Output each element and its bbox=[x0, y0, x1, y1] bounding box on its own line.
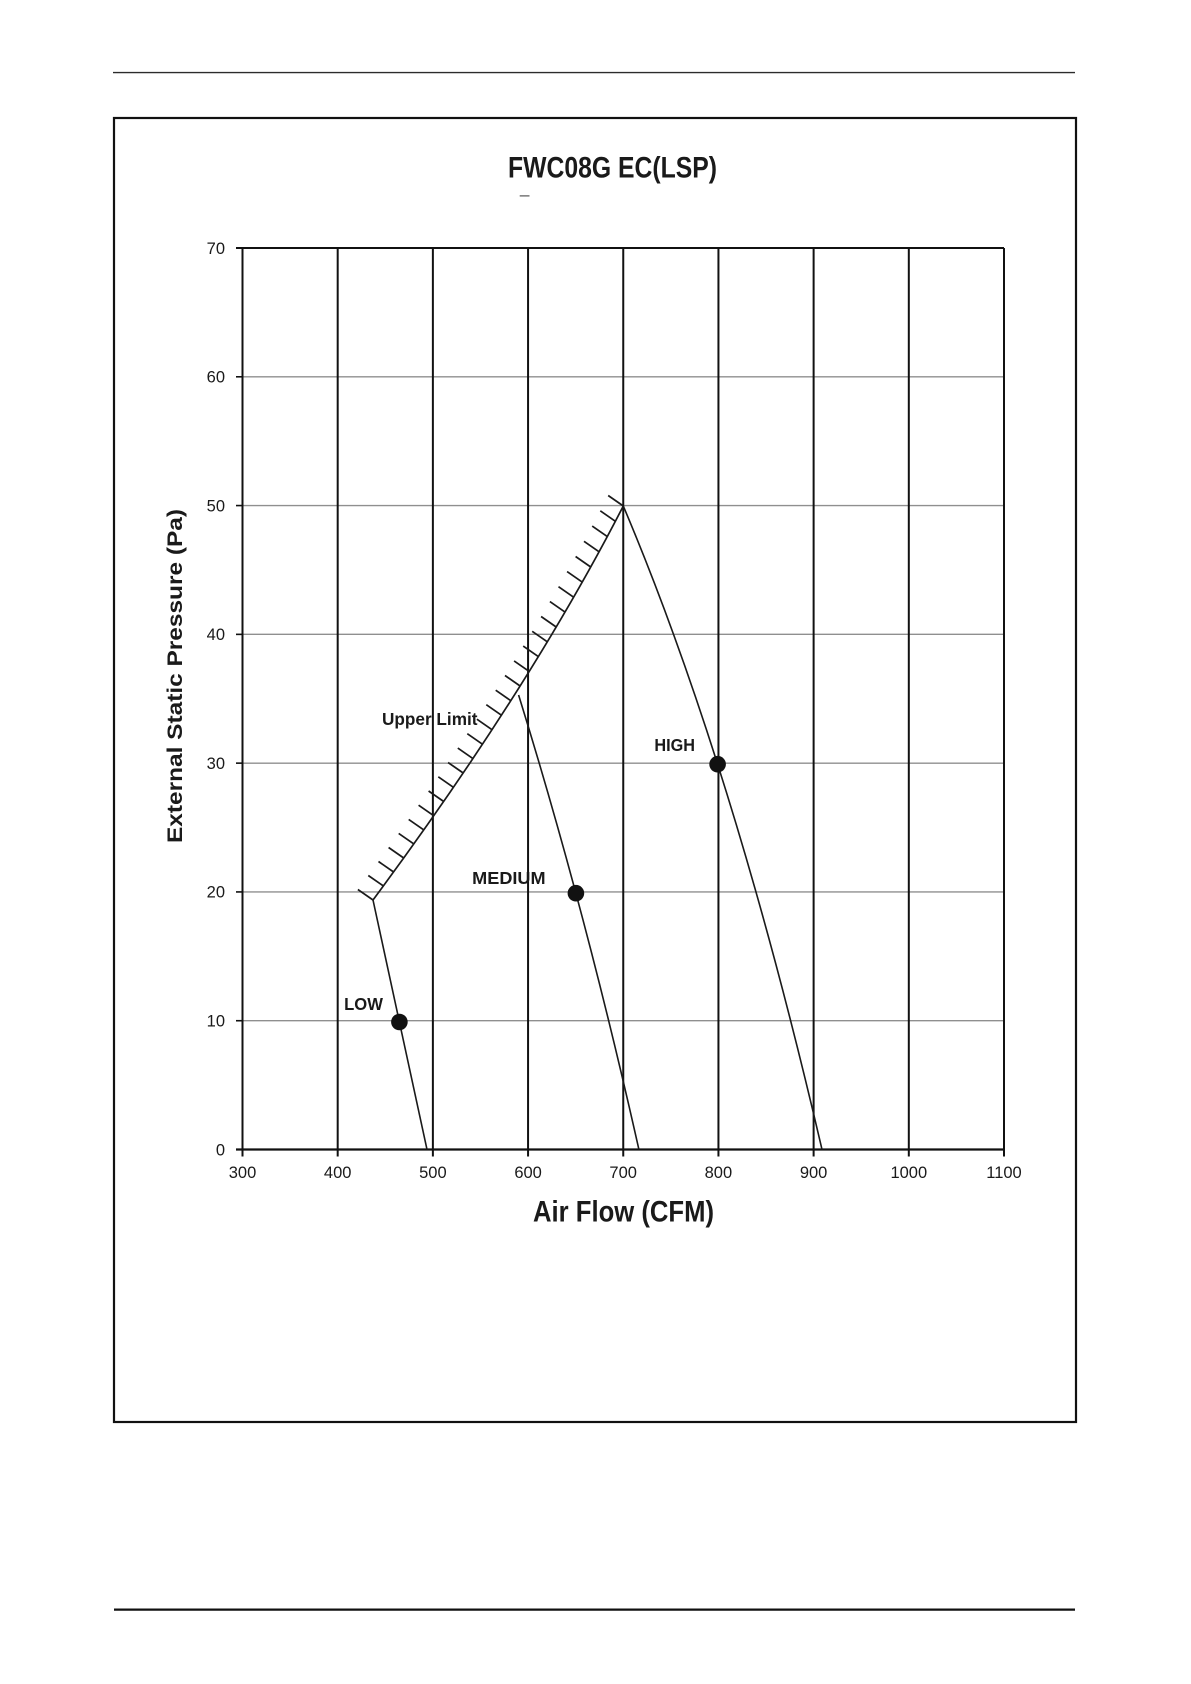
svg-text:1000: 1000 bbox=[890, 1164, 927, 1182]
svg-text:LOW: LOW bbox=[344, 994, 383, 1014]
svg-text:MEDIUM: MEDIUM bbox=[472, 868, 545, 888]
svg-text:Air Flow (CFM): Air Flow (CFM) bbox=[533, 1196, 714, 1229]
svg-text:400: 400 bbox=[324, 1164, 352, 1182]
svg-text:30: 30 bbox=[207, 755, 225, 773]
svg-text:0: 0 bbox=[216, 1141, 225, 1159]
svg-text:600: 600 bbox=[514, 1164, 542, 1182]
svg-text:900: 900 bbox=[800, 1164, 828, 1182]
svg-text:External Static Pressure (Pa): External Static Pressure (Pa) bbox=[163, 509, 187, 843]
svg-text:1100: 1100 bbox=[986, 1164, 1021, 1182]
svg-text:10: 10 bbox=[207, 1013, 225, 1031]
svg-text:HIGH: HIGH bbox=[654, 735, 695, 755]
svg-text:20: 20 bbox=[207, 884, 225, 902]
svg-text:50: 50 bbox=[207, 497, 225, 515]
svg-text:60: 60 bbox=[207, 369, 225, 387]
svg-text:700: 700 bbox=[609, 1164, 637, 1182]
svg-text:500: 500 bbox=[419, 1164, 447, 1182]
svg-text:Upper Limit: Upper Limit bbox=[382, 709, 478, 729]
svg-text:800: 800 bbox=[705, 1164, 733, 1182]
svg-text:FWC08G EC(LSP): FWC08G EC(LSP) bbox=[508, 152, 717, 185]
svg-text:300: 300 bbox=[229, 1164, 257, 1182]
svg-text:70: 70 bbox=[207, 240, 225, 258]
svg-text:40: 40 bbox=[207, 626, 225, 644]
